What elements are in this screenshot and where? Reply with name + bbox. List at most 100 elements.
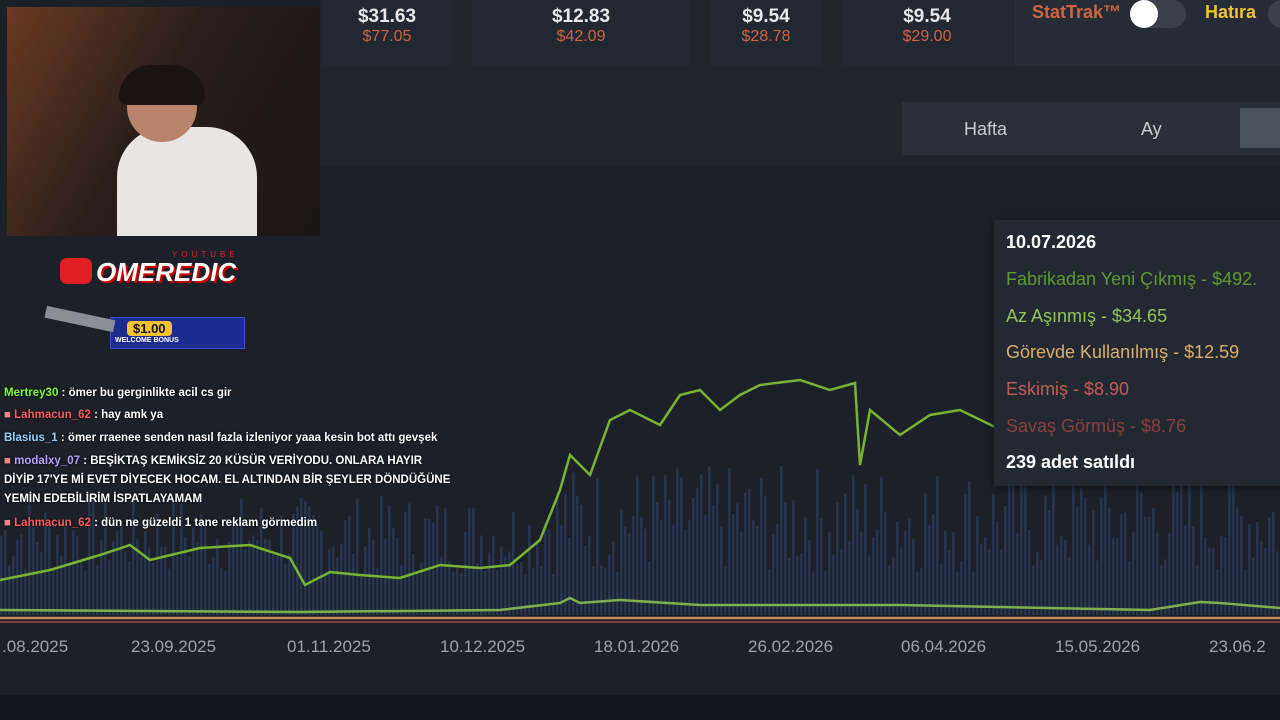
volume-bar xyxy=(560,525,563,615)
volume-bar xyxy=(656,502,659,615)
toggle-label: Hatıra xyxy=(1205,2,1257,22)
volume-bar xyxy=(232,520,235,615)
x-label: 15.05.2026 xyxy=(1055,637,1141,656)
volume-bar xyxy=(36,542,39,615)
bonus-amount: $1.00 xyxy=(127,321,172,336)
volume-bar xyxy=(896,521,899,615)
volume-bar xyxy=(184,537,187,615)
volume-bar xyxy=(100,539,103,615)
volume-bar xyxy=(268,539,271,615)
volume-bar xyxy=(96,565,99,615)
volume-bar xyxy=(1264,548,1267,615)
volume-bar xyxy=(420,562,423,615)
volume-bar xyxy=(824,571,827,615)
tooltip xyxy=(994,220,1280,486)
volume-bar xyxy=(192,526,195,615)
volume-bar xyxy=(704,515,707,615)
volume-bar xyxy=(324,573,327,615)
volume-bar xyxy=(144,531,147,615)
volume-bar xyxy=(568,537,571,615)
volume-bar xyxy=(1040,560,1043,615)
chat-message: ■ Lahmacun_62 : dün ne güzeldi 1 tane re… xyxy=(4,517,318,529)
volume-bar xyxy=(364,546,367,615)
volume-bar xyxy=(516,564,519,615)
volume-bar xyxy=(908,518,911,615)
bonus-banner: $1.00 WELCOME BONUS xyxy=(110,317,245,349)
volume-bar xyxy=(1268,517,1271,615)
volume-bar xyxy=(936,475,939,615)
tab[interactable]: Hafta xyxy=(964,119,1008,139)
channel-name: OMEREDIC xyxy=(96,257,237,287)
price-card[interactable]: $9.54 $28.78 xyxy=(710,0,822,66)
toggle[interactable] xyxy=(1130,0,1186,28)
volume-bar xyxy=(340,543,343,615)
chat-user: Blasius_1 xyxy=(4,432,58,444)
volume-bar xyxy=(748,488,751,615)
volume-bar xyxy=(1212,548,1215,615)
volume-bar xyxy=(740,531,743,615)
volume-bar xyxy=(0,535,3,615)
volume-bar xyxy=(1056,544,1059,615)
old-price: $42.09 xyxy=(556,28,606,45)
volume-bar xyxy=(1088,544,1091,615)
volume-bar xyxy=(1116,538,1119,615)
chat-user: modalxy_07 xyxy=(14,455,81,467)
volume-bar xyxy=(180,504,183,615)
volume-bar xyxy=(836,502,839,615)
volume-bar xyxy=(1228,467,1231,615)
volume-bar xyxy=(308,506,311,615)
chat-text: : ömer rraenee senden nasıl fazla izleni… xyxy=(60,432,438,444)
volume-bar xyxy=(792,500,795,615)
price-card[interactable]: $9.54 $29.00 xyxy=(842,0,1012,66)
volume-bar xyxy=(968,481,971,615)
volume-bar xyxy=(880,476,883,615)
volume-bar xyxy=(328,549,331,615)
tooltip-line: Eskimiş - $8.90 xyxy=(1006,379,1130,399)
volume-bar xyxy=(496,569,499,615)
volume-bar xyxy=(300,497,303,615)
volume-bar xyxy=(484,570,487,615)
volume-bar xyxy=(920,568,923,615)
volume-bar xyxy=(840,549,843,615)
footer xyxy=(0,695,1280,720)
volume-bar xyxy=(648,561,651,615)
volume-bar xyxy=(1004,505,1007,615)
price-card[interactable]: $31.63 $77.05 xyxy=(322,0,452,66)
volume-bar xyxy=(452,572,455,615)
volume-bar xyxy=(372,539,375,615)
toggle[interactable] xyxy=(1268,0,1280,28)
volume-bar xyxy=(68,562,71,615)
volume-bar xyxy=(244,549,247,615)
volume-bar xyxy=(1132,532,1135,615)
volume-bar xyxy=(272,553,275,615)
volume-bar xyxy=(828,532,831,615)
volume-bar xyxy=(624,526,627,615)
price-card[interactable]: $12.83 $42.09 xyxy=(472,0,690,66)
volume-bar xyxy=(636,475,639,615)
volume-bar xyxy=(1156,532,1159,615)
tooltip-line: Az Aşınmış - $34.65 xyxy=(1006,306,1168,326)
volume-bar xyxy=(532,568,535,615)
volume-bar xyxy=(684,529,687,615)
volume-bar xyxy=(916,571,919,615)
volume-bar xyxy=(796,556,799,615)
volume-bar xyxy=(696,488,699,615)
volume-bar xyxy=(736,503,739,615)
volume-bar xyxy=(1064,539,1067,615)
webcam xyxy=(7,7,320,236)
volume-bar xyxy=(1216,569,1219,615)
volume-bar xyxy=(80,560,83,615)
volume-bar xyxy=(28,504,31,615)
volume-bar xyxy=(424,518,427,615)
volume-bar xyxy=(1236,507,1239,615)
volume-bar xyxy=(160,546,163,615)
tab[interactable]: Ay xyxy=(1141,119,1162,139)
volume-bar xyxy=(1144,516,1147,615)
volume-bar xyxy=(1020,470,1023,615)
volume-bar xyxy=(812,572,815,615)
tab-active[interactable] xyxy=(1240,108,1280,148)
volume-bar xyxy=(284,564,287,615)
volume-bar xyxy=(952,532,955,615)
volume-bar xyxy=(376,567,379,615)
volume-bar xyxy=(904,530,907,615)
